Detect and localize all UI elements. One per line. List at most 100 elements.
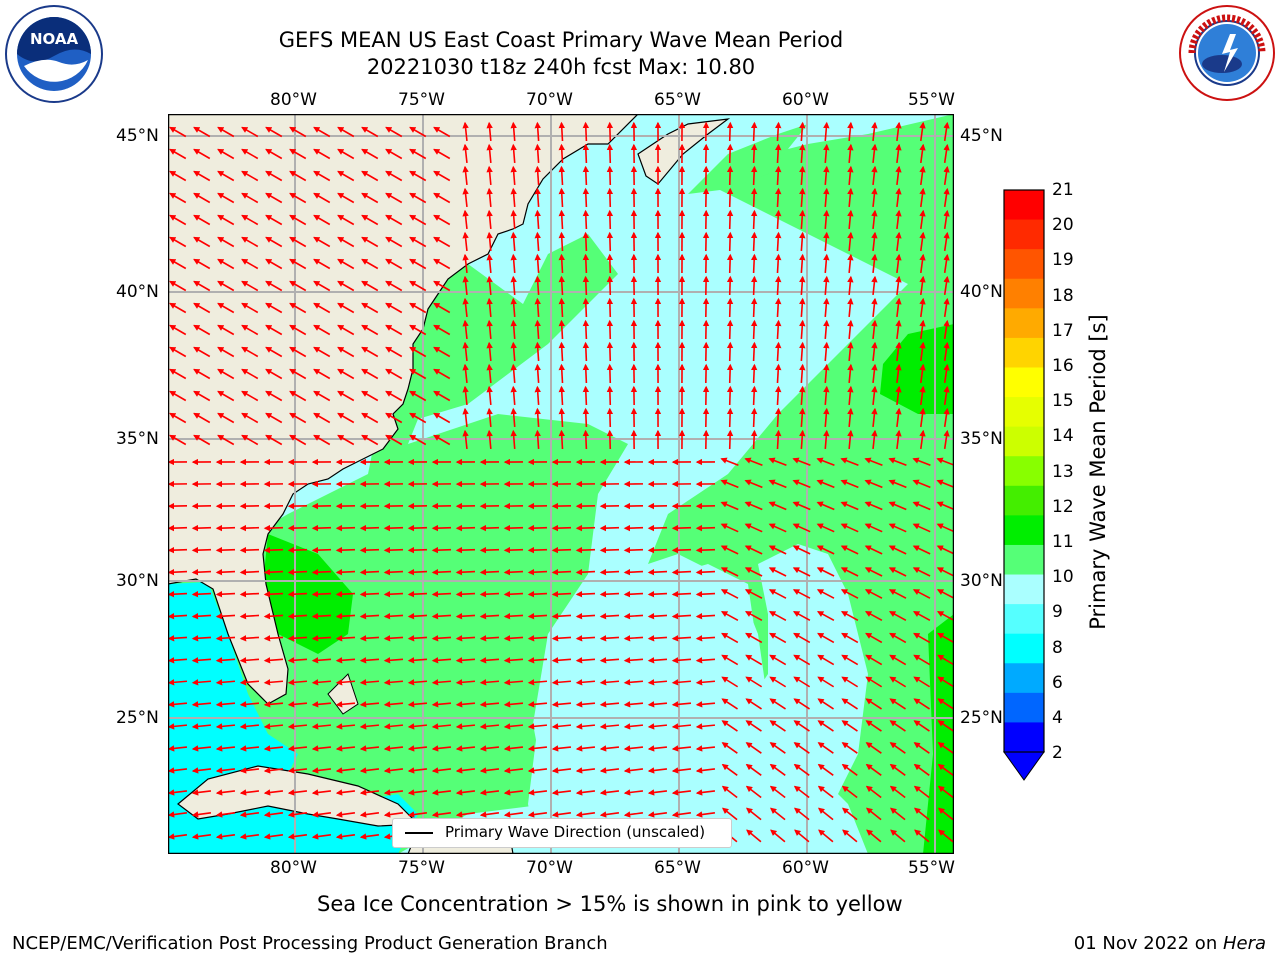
wave-arrow [647, 568, 668, 576]
colorbar-tick-label: 21 [1052, 180, 1074, 200]
wave-arrow [462, 407, 469, 428]
wave-arrow [265, 236, 283, 248]
wave-arrow [816, 610, 835, 622]
wave-arrow [407, 591, 428, 598]
wave-arrow [534, 385, 541, 406]
wave-arrow [168, 524, 188, 532]
colorbar-segment [1004, 544, 1044, 576]
wave-arrow [919, 297, 926, 318]
wave-arrow [889, 742, 906, 754]
wave-arrow [792, 457, 811, 466]
wave-arrow [337, 258, 355, 270]
wave-arrow [510, 143, 517, 164]
wave-arrow [217, 258, 235, 270]
wave-arrow [775, 385, 782, 406]
period-10-11-region [263, 534, 353, 654]
wave-arrow [817, 742, 834, 754]
wave-arrow [936, 501, 954, 511]
wave-arrow [431, 546, 452, 554]
wave-arrow [582, 253, 590, 274]
wave-arrow [217, 346, 235, 358]
wave-arrow [558, 319, 565, 340]
wave-arrow [241, 192, 259, 204]
wave-arrow [215, 679, 236, 686]
wave-arrow [871, 429, 878, 450]
wave-arrow [799, 385, 806, 406]
wave-arrow [193, 390, 211, 402]
wave-arrow [510, 165, 517, 186]
wave-arrow [871, 341, 878, 362]
wave-arrow [558, 297, 565, 318]
wave-arrow [462, 187, 469, 208]
wave-arrow [823, 187, 830, 208]
lat-label-left-40n: 40°N [116, 282, 159, 302]
wave-arrow [193, 302, 211, 314]
wave-arrow [462, 341, 469, 362]
wave-arrow [311, 679, 332, 686]
wave-arrow [840, 610, 859, 622]
wave-arrow [215, 524, 236, 532]
wave-arrow [745, 742, 762, 754]
nws-logo [1178, 4, 1276, 102]
wave-arrow [486, 143, 493, 164]
wave-arrow [335, 833, 356, 840]
wave-arrow [768, 523, 787, 533]
lat-label-left-35n: 35°N [116, 429, 159, 449]
wave-arrow [912, 589, 931, 599]
wave-arrow [840, 545, 859, 555]
wave-arrow [919, 231, 926, 252]
wave-arrow [864, 567, 883, 577]
wave-arrow [575, 635, 596, 642]
wave-arrow [913, 807, 930, 821]
wave-arrow [455, 635, 476, 642]
wave-arrow [455, 546, 476, 554]
wave-arrow [239, 745, 260, 752]
wave-arrow [671, 591, 692, 598]
wave-arrow [793, 785, 810, 799]
wave-arrow [313, 390, 331, 402]
wave-arrow [383, 701, 404, 708]
wave-arrow [407, 568, 428, 576]
wave-arrow [289, 390, 307, 402]
colorbar [1003, 189, 1045, 781]
wave-arrow [263, 811, 284, 818]
wave-arrow [359, 546, 380, 554]
wave-arrow [335, 701, 356, 708]
wave-arrow [335, 723, 356, 730]
wave-arrow [217, 434, 235, 446]
wave-arrow [313, 434, 331, 446]
wave-arrow [888, 479, 907, 489]
wave-arrow [361, 390, 379, 402]
wave-arrow [895, 363, 902, 384]
wave-arrow [726, 165, 734, 186]
wave-arrow [823, 297, 830, 318]
wave-arrow [486, 275, 493, 296]
wave-arrow [937, 763, 954, 776]
wave-arrow [510, 407, 517, 428]
wave-arrow [479, 679, 500, 686]
wave-arrow [359, 568, 380, 576]
wave-arrow [671, 679, 692, 686]
wave-arrow [606, 253, 614, 274]
wave-arrow [871, 297, 878, 318]
wave-arrow [409, 368, 427, 380]
wave-arrow [695, 745, 716, 752]
wave-arrow [775, 187, 782, 208]
wave-arrow [503, 767, 524, 774]
wave-arrow [558, 429, 565, 450]
wave-arrow [599, 524, 620, 532]
wave-arrow [455, 613, 476, 620]
wave-arrow [582, 165, 590, 186]
wave-arrow [361, 324, 379, 336]
wave-arrow [241, 126, 259, 138]
wave-arrow [407, 767, 428, 774]
wave-arrow [847, 297, 854, 318]
wave-arrow [943, 363, 950, 384]
wave-arrow [726, 429, 734, 450]
wave-arrow [287, 811, 308, 818]
wave-arrow [527, 767, 548, 774]
wave-arrow [407, 546, 428, 554]
wave-arrow [385, 390, 403, 402]
wave-arrow [510, 341, 517, 362]
wave-arrow [311, 591, 332, 598]
